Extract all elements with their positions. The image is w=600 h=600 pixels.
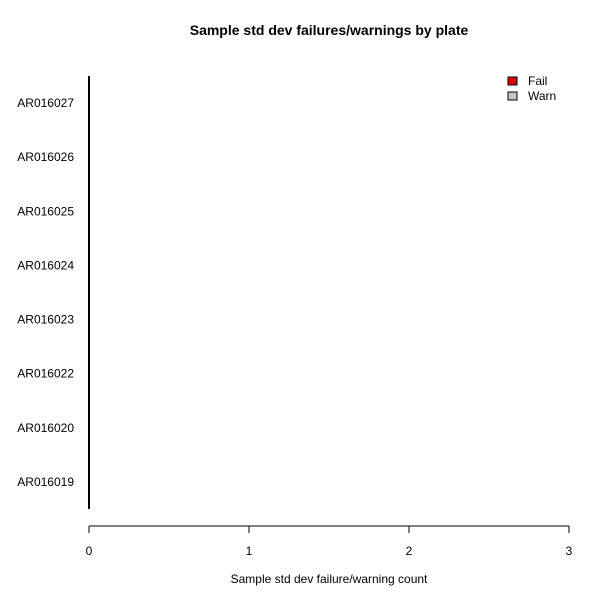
- x-axis: 0 1 2 3: [86, 525, 573, 558]
- chart-title: Sample std dev failures/warnings by plat…: [190, 22, 469, 38]
- y-tick-label: AR016025: [17, 204, 74, 218]
- y-tick-label: AR016024: [17, 258, 74, 272]
- y-tick-label: AR016022: [17, 367, 74, 381]
- x-tick-label: 1: [246, 544, 253, 558]
- x-tick-label: 0: [86, 544, 93, 558]
- legend-label-fail: Fail: [528, 74, 547, 88]
- y-tick-label: AR016020: [17, 421, 74, 435]
- y-tick-label: AR016019: [17, 475, 74, 489]
- y-tick-label: AR016026: [17, 150, 74, 164]
- x-tick-label: 2: [406, 544, 413, 558]
- y-tick-label: AR016027: [17, 96, 74, 110]
- y-tick-label: AR016023: [17, 313, 74, 327]
- legend-swatch-warn: [507, 91, 518, 101]
- legend-label-warn: Warn: [528, 89, 556, 103]
- y-axis-labels: AR016019 AR016020 AR016022 AR016023 AR016024…: [17, 96, 74, 489]
- x-axis-title: Sample std dev failure/warning count: [231, 572, 428, 586]
- x-tick-label: 3: [566, 544, 573, 558]
- legend-swatch-fail: [507, 76, 518, 86]
